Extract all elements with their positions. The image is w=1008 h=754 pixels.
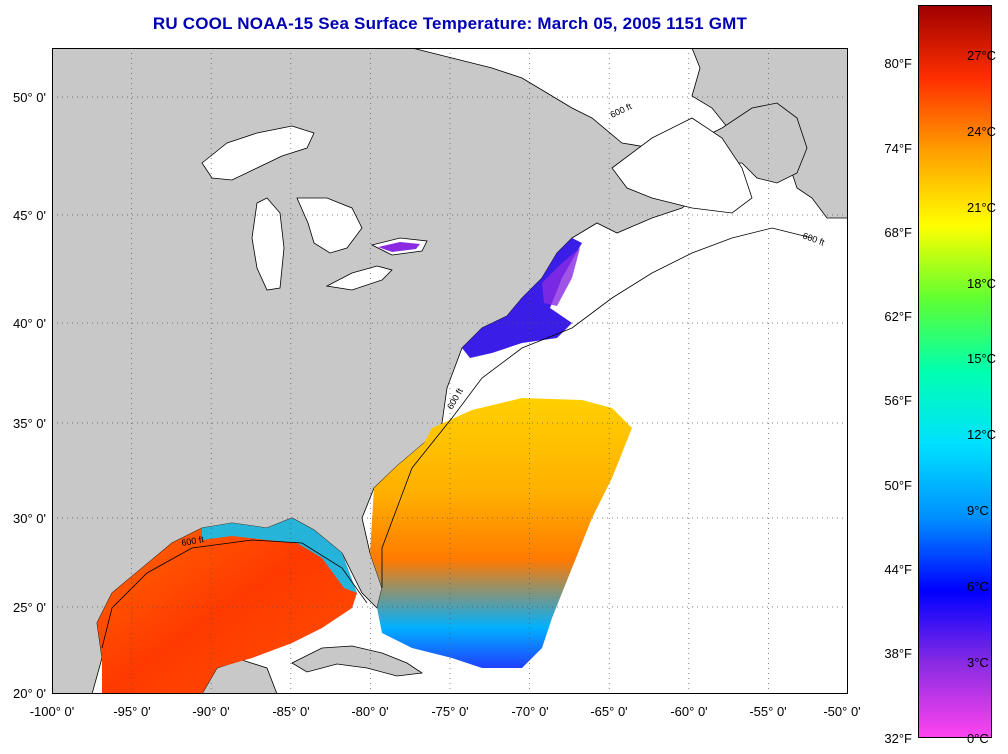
- lat-label: 40° 0': [13, 316, 46, 331]
- sst-shelf-water: [462, 238, 582, 358]
- lake-huron: [296, 197, 363, 254]
- colorbar-c-label: 0°C: [967, 731, 989, 746]
- lat-label: 25° 0': [13, 600, 46, 615]
- lon-label: -95° 0': [113, 704, 151, 719]
- colorbar-f-label: 50°F: [884, 478, 912, 493]
- sst-gulf-of-mexico: [97, 518, 357, 694]
- colorbar-c-label: 9°C: [967, 503, 989, 518]
- isobath-label: 600 ft: [181, 534, 205, 548]
- colorbar-f-label: 68°F: [884, 225, 912, 240]
- sst-gulf-coastal-band: [202, 518, 357, 593]
- sst-gulf-stream: [370, 398, 632, 668]
- temperature-colorbar: [918, 5, 992, 738]
- colorbar-f-label: 80°F: [884, 56, 912, 71]
- isobath-600ft: [101, 227, 813, 649]
- colorbar-c-label: 18°C: [967, 276, 997, 291]
- lake-superior: [201, 125, 315, 181]
- lon-label: -70° 0': [511, 704, 549, 719]
- colorbar-c-label: 15°C: [967, 351, 997, 366]
- lon-label: -65° 0': [590, 704, 628, 719]
- map-frame: [52, 48, 848, 694]
- sst-lake-ontario-purple: [378, 242, 420, 252]
- lake-michigan: [251, 197, 285, 291]
- lat-label: 45° 0': [13, 208, 46, 223]
- colorbar-c-label: 27°C: [967, 48, 997, 63]
- lake-erie: [325, 265, 393, 291]
- colorbar-f-label: 62°F: [884, 309, 912, 324]
- lat-label: 50° 0': [13, 90, 46, 105]
- gulf-st-lawrence: [611, 117, 753, 214]
- lon-label: -50° 0': [823, 704, 861, 719]
- map-canvas: 600 ft 600 ft 600 ft 600 ft: [52, 48, 848, 694]
- map-title: RU COOL NOAA-15 Sea Surface Temperature:…: [152, 14, 748, 33]
- colorbar-c-label: 6°C: [967, 579, 989, 594]
- colorbar-f-label: 74°F: [884, 141, 912, 156]
- lon-label: -90° 0': [192, 704, 230, 719]
- lon-label: -100° 0': [29, 704, 75, 719]
- colorbar-f-label: 44°F: [884, 562, 912, 577]
- colorbar-c-label: 3°C: [967, 655, 989, 670]
- lon-label: -75° 0': [431, 704, 469, 719]
- lon-label: -55° 0': [749, 704, 787, 719]
- colorbar-f-label: 56°F: [884, 393, 912, 408]
- lon-label: -85° 0': [272, 704, 310, 719]
- lat-label: 20° 0': [13, 686, 46, 701]
- sst-georges-bank: [542, 248, 580, 306]
- lon-label: -80° 0': [351, 704, 389, 719]
- sst-map[interactable]: 600 ft 600 ft 600 ft 600 ft: [52, 48, 848, 694]
- colorbar-c-label: 24°C: [967, 124, 997, 139]
- lat-label: 30° 0': [13, 511, 46, 526]
- land-cuba: [291, 645, 424, 677]
- colorbar-f-label: 32°F: [884, 731, 912, 746]
- lon-label: -60° 0': [670, 704, 708, 719]
- colorbar-f-label: 38°F: [884, 646, 912, 661]
- lat-label: 35° 0': [13, 416, 46, 431]
- colorbar-c-label: 12°C: [967, 427, 997, 442]
- colorbar-c-label: 21°C: [967, 200, 997, 215]
